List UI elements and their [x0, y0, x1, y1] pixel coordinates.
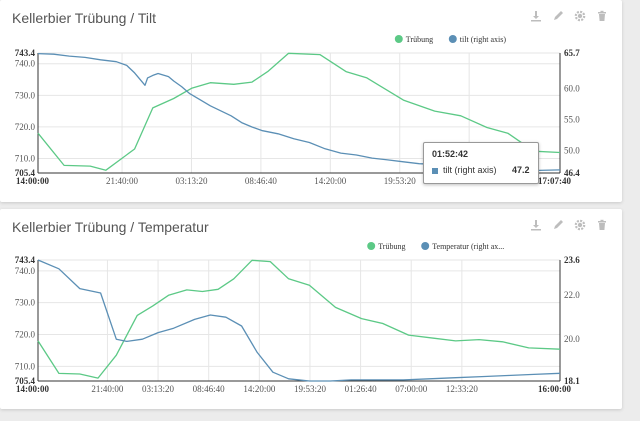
x-tick-label: 08:46:40 — [193, 384, 226, 394]
y-left-tick-label: 730.0 — [15, 298, 36, 308]
temperatur-chart: 743.4 705.4 710.0 720.0 730.0 740.0 23.6 18.1 20… — [15, 242, 580, 394]
x-tick-label: 03:13:20 — [175, 176, 208, 186]
x-end-label: 16:00:00 — [538, 384, 571, 394]
panel-toolbar — [530, 10, 608, 22]
temperatur-panel: Kellerbier Trübung / Temperatur 743.4 705… — [0, 209, 622, 409]
y-left-tick-label: 740.0 — [15, 266, 36, 276]
x-tick-label: 12:33:20 — [446, 384, 479, 394]
y-left-max-label: 743.4 — [15, 48, 36, 58]
y-left-tick-label: 730.0 — [15, 90, 36, 100]
y-left-min-label: 705.4 — [15, 168, 36, 178]
y-right-max-label: 23.6 — [564, 255, 580, 265]
edit-icon[interactable] — [552, 219, 564, 231]
legend-swatch[interactable] — [394, 35, 403, 43]
tooltip-series-name: tilt (right axis) — [443, 165, 497, 175]
download-icon[interactable] — [530, 10, 542, 22]
chart-tooltip: 01:52:42 tilt (right axis) 47.2 — [423, 142, 539, 184]
gear-icon[interactable] — [574, 219, 586, 231]
tilt-panel: Kellerbier Trübung / Tilt 743.4 705.4 710.… — [0, 0, 622, 202]
x-start-label: 14:00:00 — [16, 384, 49, 394]
y-left-tick-label: 720.0 — [15, 330, 36, 340]
x-tick-label: 08:46:40 — [245, 176, 278, 186]
y-left-tick-label: 710.0 — [15, 361, 36, 371]
panel-toolbar — [530, 219, 608, 231]
legend-item-label[interactable]: Temperatur (right ax... — [432, 242, 504, 251]
legend-swatch[interactable] — [367, 242, 376, 250]
legend-item-label[interactable]: Trübung — [378, 242, 405, 251]
y-right-tick-label: 20.0 — [564, 334, 580, 344]
series-line-trubung — [37, 52, 561, 171]
tooltip-series-swatch — [432, 168, 438, 174]
y-right-max-label: 65.7 — [564, 48, 580, 58]
y-left-tick-label: 710.0 — [15, 153, 36, 163]
legend-item-label[interactable]: Trübung — [406, 35, 433, 44]
legend-swatch[interactable] — [421, 242, 430, 250]
y-right-tick-label: 22.0 — [564, 290, 580, 300]
x-end-label: 17:07:40 — [538, 176, 571, 186]
download-icon[interactable] — [530, 219, 542, 231]
edit-icon[interactable] — [552, 10, 564, 22]
y-left-min-label: 705.4 — [15, 376, 36, 386]
x-tick-label: 21:40:00 — [91, 384, 124, 394]
legend-item-label[interactable]: tilt (right axis) — [460, 35, 507, 44]
x-tick-label: 01:26:40 — [345, 384, 378, 394]
series-line-trubung — [37, 259, 561, 379]
x-tick-label: 03:13:20 — [142, 384, 175, 394]
y-right-min-label: 18.1 — [564, 376, 580, 386]
y-right-tick-label: 55.0 — [564, 115, 580, 125]
y-right-min-label: 46.4 — [564, 168, 580, 178]
trash-icon[interactable] — [596, 10, 608, 22]
x-tick-label: 14:20:00 — [243, 384, 276, 394]
y-left-tick-label: 740.0 — [15, 59, 36, 69]
series-line-secondary — [37, 259, 561, 382]
trash-icon[interactable] — [596, 219, 608, 231]
panel-title: Kellerbier Trübung / Temperatur — [12, 219, 209, 235]
x-tick-label: 19:53:20 — [294, 384, 327, 394]
y-right-tick-label: 50.0 — [564, 146, 580, 156]
x-start-label: 14:00:00 — [16, 176, 49, 186]
x-tick-label: 07:00:00 — [395, 384, 428, 394]
tooltip-value: 47.2 — [512, 165, 530, 175]
y-left-max-label: 743.4 — [15, 255, 36, 265]
tooltip-time: 01:52:42 — [432, 149, 469, 159]
x-tick-label: 21:40:00 — [106, 176, 139, 186]
y-right-tick-label: 60.0 — [564, 83, 580, 93]
gear-icon[interactable] — [574, 10, 586, 22]
x-tick-label: 19:53:20 — [384, 176, 417, 186]
y-left-tick-label: 720.0 — [15, 122, 36, 132]
legend-swatch[interactable] — [448, 35, 457, 43]
panel-title: Kellerbier Trübung / Tilt — [12, 10, 156, 26]
x-tick-label: 14:20:00 — [314, 176, 347, 186]
